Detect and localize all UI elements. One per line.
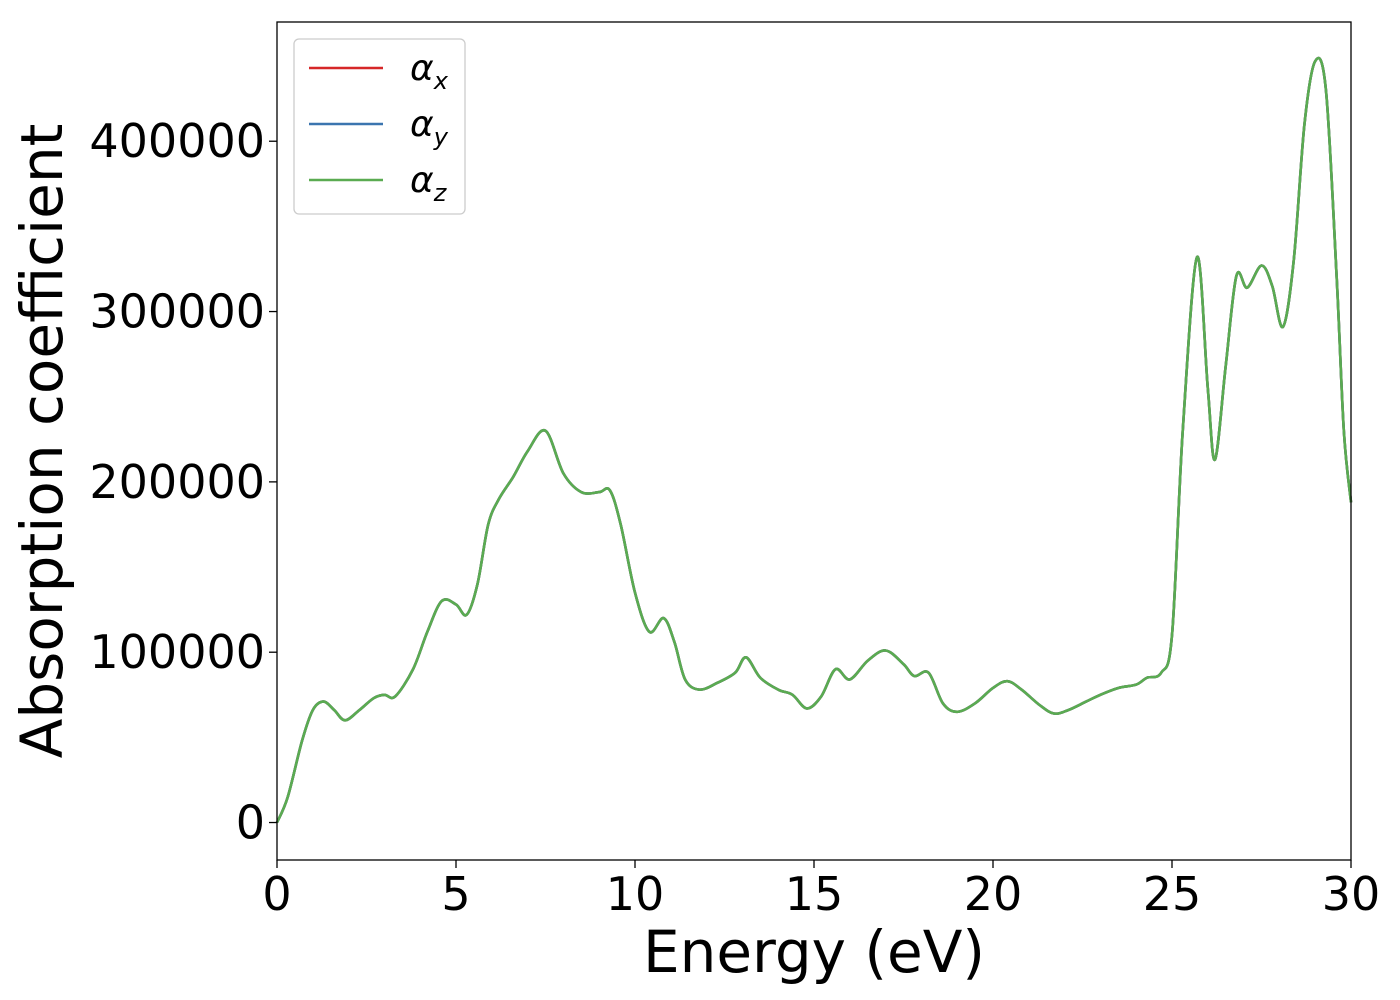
- x-tick-label: 25: [1143, 867, 1202, 921]
- series-line-alpha-z: [275, 56, 1353, 824]
- x-tick-label: 0: [262, 867, 291, 921]
- y-tick-label: 100000: [89, 625, 265, 679]
- x-tick-label: 20: [964, 867, 1023, 921]
- y-axis-ticks: 0 100000 200000 300000 400000: [89, 114, 277, 850]
- x-tick-label: 10: [606, 867, 665, 921]
- x-axis-ticks: 0 5 10 15 20 25 30: [262, 860, 1380, 921]
- y-tick-label: 200000: [89, 455, 265, 509]
- y-tick-label: 0: [236, 796, 265, 850]
- x-axis-label: Energy (eV): [643, 918, 985, 986]
- series-layer: [275, 56, 1353, 824]
- legend-subscript: y: [433, 123, 449, 151]
- x-tick-label: 15: [785, 867, 844, 921]
- y-tick-label: 300000: [89, 285, 265, 339]
- y-tick-label: 400000: [89, 114, 265, 168]
- x-tick-label: 5: [441, 867, 470, 921]
- legend-frame: [293, 38, 466, 215]
- legend-subscript: z: [433, 179, 448, 207]
- legend-subscript: x: [433, 67, 449, 95]
- y-axis-label: Absorption coefficient: [8, 124, 76, 759]
- x-tick-label: 30: [1322, 867, 1381, 921]
